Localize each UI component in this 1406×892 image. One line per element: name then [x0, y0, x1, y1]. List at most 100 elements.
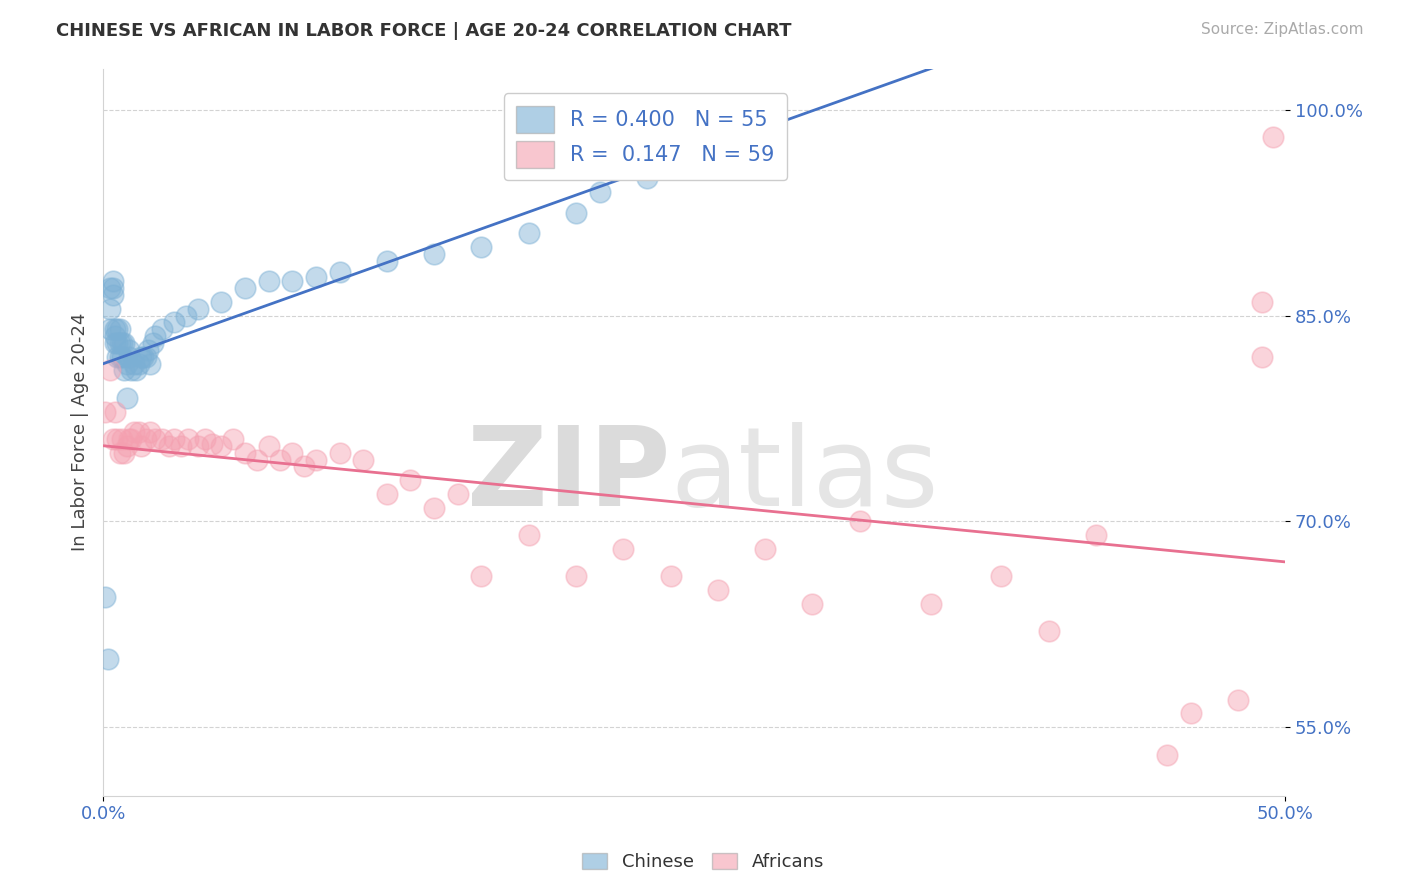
- Point: [97, 651, 120, 665]
- Point: [105, 335, 128, 350]
- Point: [1226, 692, 1249, 706]
- Text: atlas: atlas: [671, 422, 939, 529]
- Point: [115, 391, 138, 405]
- Point: [801, 597, 824, 611]
- Point: [105, 432, 128, 446]
- Point: [115, 439, 138, 453]
- Point: [1180, 706, 1202, 721]
- Point: [122, 425, 145, 439]
- Point: [98, 363, 121, 377]
- Point: [281, 446, 304, 460]
- Point: [375, 253, 398, 268]
- Point: [754, 541, 776, 556]
- Point: [108, 446, 131, 460]
- Point: [257, 274, 280, 288]
- Point: [101, 274, 124, 288]
- Point: [108, 335, 131, 350]
- Point: [636, 171, 658, 186]
- Point: [375, 487, 398, 501]
- Legend: Chinese, Africans: Chinese, Africans: [575, 846, 831, 879]
- Point: [104, 335, 127, 350]
- Point: [150, 322, 173, 336]
- Point: [683, 123, 706, 137]
- Point: [990, 569, 1012, 583]
- Point: [328, 264, 350, 278]
- Point: [588, 185, 610, 199]
- Point: [170, 439, 193, 453]
- Point: [1038, 624, 1060, 639]
- Point: [269, 452, 291, 467]
- Point: [105, 322, 128, 336]
- Point: [470, 569, 492, 583]
- Point: [94, 404, 117, 418]
- Point: [399, 473, 422, 487]
- Point: [111, 432, 134, 446]
- Point: [612, 541, 634, 556]
- Point: [139, 425, 162, 439]
- Point: [121, 363, 143, 377]
- Point: [118, 343, 141, 357]
- Point: [98, 301, 121, 316]
- Point: [174, 309, 197, 323]
- Point: [659, 569, 682, 583]
- Point: [352, 452, 374, 467]
- Point: [143, 432, 166, 446]
- Point: [1250, 350, 1272, 364]
- Point: [920, 597, 942, 611]
- Point: [187, 301, 209, 316]
- Point: [132, 350, 155, 364]
- Point: [328, 446, 350, 460]
- Y-axis label: In Labor Force | Age 20-24: In Labor Force | Age 20-24: [72, 313, 89, 551]
- Point: [257, 439, 280, 453]
- Point: [177, 432, 200, 446]
- Point: [848, 514, 870, 528]
- Point: [565, 205, 588, 219]
- Point: [1250, 294, 1272, 309]
- Point: [105, 350, 128, 364]
- Point: [111, 335, 134, 350]
- Point: [150, 432, 173, 446]
- Point: [112, 446, 135, 460]
- Point: [129, 350, 152, 364]
- Point: [101, 432, 124, 446]
- Point: [659, 157, 682, 171]
- Point: [121, 432, 143, 446]
- Point: [142, 335, 165, 350]
- Point: [125, 363, 148, 377]
- Point: [423, 246, 446, 260]
- Text: Source: ZipAtlas.com: Source: ZipAtlas.com: [1201, 22, 1364, 37]
- Point: [112, 335, 135, 350]
- Point: [112, 363, 135, 377]
- Point: [423, 500, 446, 515]
- Point: [94, 590, 117, 604]
- Point: [1085, 528, 1108, 542]
- Text: ZIP: ZIP: [467, 422, 671, 529]
- Point: [201, 437, 224, 451]
- Point: [292, 459, 315, 474]
- Legend: R = 0.400   N = 55, R =  0.147   N = 59: R = 0.400 N = 55, R = 0.147 N = 59: [503, 94, 787, 180]
- Point: [517, 226, 540, 240]
- Point: [707, 582, 730, 597]
- Point: [111, 350, 134, 364]
- Point: [305, 270, 328, 285]
- Point: [1156, 747, 1178, 762]
- Point: [163, 432, 186, 446]
- Point: [222, 432, 245, 446]
- Point: [108, 350, 131, 364]
- Point: [187, 439, 209, 453]
- Point: [209, 439, 232, 453]
- Point: [129, 439, 152, 453]
- Point: [246, 452, 269, 467]
- Point: [136, 343, 159, 357]
- Point: [115, 357, 138, 371]
- Point: [104, 329, 127, 343]
- Point: [233, 446, 256, 460]
- Point: [128, 425, 150, 439]
- Point: [128, 357, 150, 371]
- Point: [101, 281, 124, 295]
- Point: [194, 432, 217, 446]
- Point: [108, 322, 131, 336]
- Point: [470, 240, 492, 254]
- Point: [233, 281, 256, 295]
- Point: [122, 357, 145, 371]
